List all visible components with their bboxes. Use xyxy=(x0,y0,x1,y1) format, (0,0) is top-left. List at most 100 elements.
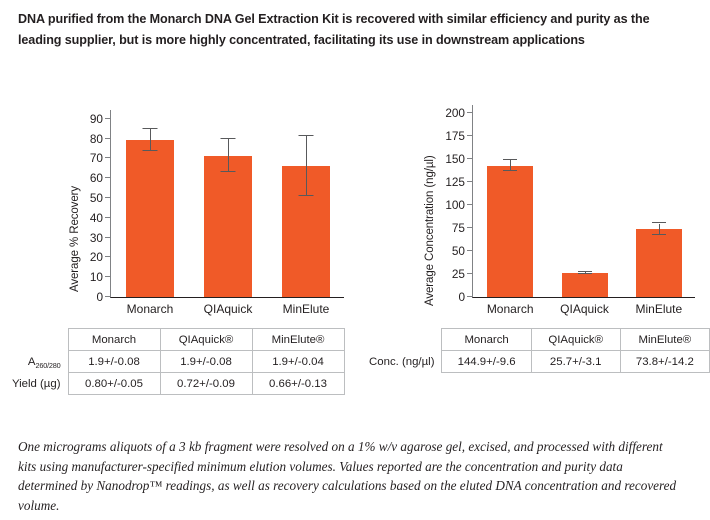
error-bar-cap xyxy=(651,222,666,224)
y-axis-tick xyxy=(467,181,473,183)
y-axis-tick xyxy=(105,197,111,199)
y-axis-tick-label: 150 xyxy=(445,152,465,167)
y-axis-tick-label: 70 xyxy=(89,151,103,166)
y-axis-tick xyxy=(467,204,473,206)
y-axis-tick-label: 175 xyxy=(445,129,465,144)
error-bar-cap xyxy=(142,149,158,151)
table-row: A260/280 1.9+/-0.08 1.9+/-0.08 1.9+/-0.0… xyxy=(0,350,345,373)
error-bar-monarch xyxy=(510,160,512,172)
y-axis-tick xyxy=(105,256,111,258)
y-axis-tick xyxy=(105,117,111,119)
chart-right-plot-area: 0 25 50 75 100 125 150 175 200 Monarch QIAquick Min… xyxy=(445,105,695,316)
table-row-header-yield: Yield (µg) xyxy=(11,377,61,390)
purity-yield-table-wrapper: Monarch QIAquick® MinElute® A260/280 1.9… xyxy=(0,328,345,395)
table-row: Yield (µg) 0.80+/-0.05 0.72+/-0.09 0.66+… xyxy=(0,372,345,395)
bar-monarch xyxy=(487,165,534,297)
y-axis-tick-label: 0 xyxy=(96,290,103,304)
bar-minelute xyxy=(635,229,682,297)
y-axis-tick-label: 125 xyxy=(445,175,465,190)
y-axis-tick xyxy=(105,177,111,179)
x-axis-label-minelute: MinElute xyxy=(282,302,330,316)
table-row-header-concentration: Conc. (ng/µl) xyxy=(369,355,435,368)
y-axis-tick-label: 60 xyxy=(89,171,103,186)
error-bar-cap xyxy=(503,159,518,161)
table-column-header-qiaquick: QIAquick® xyxy=(530,328,621,351)
y-axis-tick-label: 50 xyxy=(451,244,465,259)
y-axis-tick xyxy=(467,296,473,297)
chart-average-percent-recovery: Average % Recovery 0 10 20 30 40 50 60 70 80 90 Mo… xyxy=(55,96,360,321)
y-axis-tick xyxy=(467,273,473,275)
y-axis-tick-label: 50 xyxy=(89,191,103,206)
y-axis-tick xyxy=(467,250,473,252)
y-axis-tick-label: 90 xyxy=(89,111,103,126)
y-axis-tick xyxy=(105,276,111,278)
chart-average-concentration: Average Concentration (ng/µl) 0 25 50 75 100… xyxy=(412,96,702,321)
y-axis-tick-label: 80 xyxy=(89,131,103,146)
table-cell: 0.80+/-0.05 xyxy=(67,372,161,395)
table-row-header-a260-280: A260/280 xyxy=(27,355,61,370)
y-axis-tick-label: 0 xyxy=(458,290,465,304)
error-bar-cap xyxy=(220,137,236,139)
concentration-table-wrapper: Monarch QIAquick® MinElute® Conc. (ng/µl… xyxy=(358,328,710,373)
error-bar-cap xyxy=(577,270,592,272)
error-bar-cap xyxy=(651,233,666,235)
x-axis-label-monarch: Monarch xyxy=(126,302,174,316)
x-axis-label-qiaquick: QIAquick xyxy=(560,302,609,316)
table-header-row: Monarch QIAquick® MinElute® xyxy=(358,328,710,351)
bar-qiaquick xyxy=(561,273,608,297)
table-row: Conc. (ng/µl) 144.9+/-9.6 25.7+/-3.1 73.… xyxy=(358,350,710,373)
error-bar-cap xyxy=(298,195,314,197)
y-axis-tick-label: 30 xyxy=(89,230,103,245)
error-bar-cap xyxy=(577,273,592,275)
y-axis-tick xyxy=(105,216,111,218)
y-axis-tick-label: 100 xyxy=(445,198,465,213)
y-axis-tick-label: 10 xyxy=(89,270,103,285)
table-cell: 0.66+/-0.13 xyxy=(251,372,345,395)
error-bar-cap xyxy=(503,170,518,172)
table-header-row: Monarch QIAquick® MinElute® xyxy=(0,328,345,351)
y-axis-tick xyxy=(467,135,473,137)
figure-title: DNA purified from the Monarch DNA Gel Ex… xyxy=(18,12,650,47)
chart-left-plot-area: 0 10 20 30 40 50 60 70 80 90 Monarch QIAquick MinElu… xyxy=(90,110,344,316)
table-cell: 73.8+/-14.2 xyxy=(619,350,710,373)
figure-caption: One micrograms aliquots of a 3 kb fragme… xyxy=(18,439,677,513)
y-axis-tick-label: 40 xyxy=(89,210,103,225)
y-axis-tick-label: 20 xyxy=(89,250,103,265)
y-axis-tick xyxy=(105,236,111,238)
table-cell: 144.9+/-9.6 xyxy=(441,350,532,373)
purity-yield-table: Monarch QIAquick® MinElute® A260/280 1.9… xyxy=(0,328,345,395)
error-bar-qiaquick xyxy=(584,271,586,275)
table-column-header-monarch: Monarch xyxy=(441,328,532,351)
table-column-header-minelute: MinElute® xyxy=(619,328,710,351)
error-bar-minelute xyxy=(306,135,307,197)
table-cell: 1.9+/-0.08 xyxy=(159,350,253,373)
table-corner-cell xyxy=(0,329,68,351)
y-axis-tick-label: 200 xyxy=(445,106,465,121)
bar-qiaquick xyxy=(204,155,252,297)
error-bar-cap xyxy=(298,134,314,136)
table-column-header-minelute: MinElute® xyxy=(251,328,345,351)
table-cell: 1.9+/-0.04 xyxy=(251,350,345,373)
table-cell: 1.9+/-0.08 xyxy=(67,350,161,373)
table-cell: 25.7+/-3.1 xyxy=(530,350,621,373)
y-axis-tick xyxy=(467,227,473,229)
chart-right-y-axis-title: Average Concentration (ng/µl) xyxy=(424,155,436,306)
x-axis-label-minelute: MinElute xyxy=(635,302,683,316)
table-corner-cell xyxy=(358,329,442,351)
error-bar-minelute xyxy=(658,223,660,235)
y-axis-tick xyxy=(467,112,473,114)
y-axis-tick-label: 25 xyxy=(451,267,465,282)
error-bar-cap xyxy=(142,127,158,129)
y-axis-tick xyxy=(467,158,473,160)
x-axis-label-monarch: Monarch xyxy=(486,302,534,316)
chart-left-y-axis-title: Average % Recovery xyxy=(69,185,81,292)
charts-container: Average % Recovery 0 10 20 30 40 50 60 70 80 90 Mo… xyxy=(0,96,710,321)
bar-monarch xyxy=(126,139,174,297)
x-axis-label-qiaquick: QIAquick xyxy=(203,302,253,316)
y-axis-tick xyxy=(105,137,111,139)
error-bar-cap xyxy=(220,171,236,173)
y-axis-tick xyxy=(105,296,111,297)
table-column-header-monarch: Monarch xyxy=(67,328,161,351)
error-bar-monarch xyxy=(150,128,151,151)
table-cell: 0.72+/-0.09 xyxy=(159,372,253,395)
